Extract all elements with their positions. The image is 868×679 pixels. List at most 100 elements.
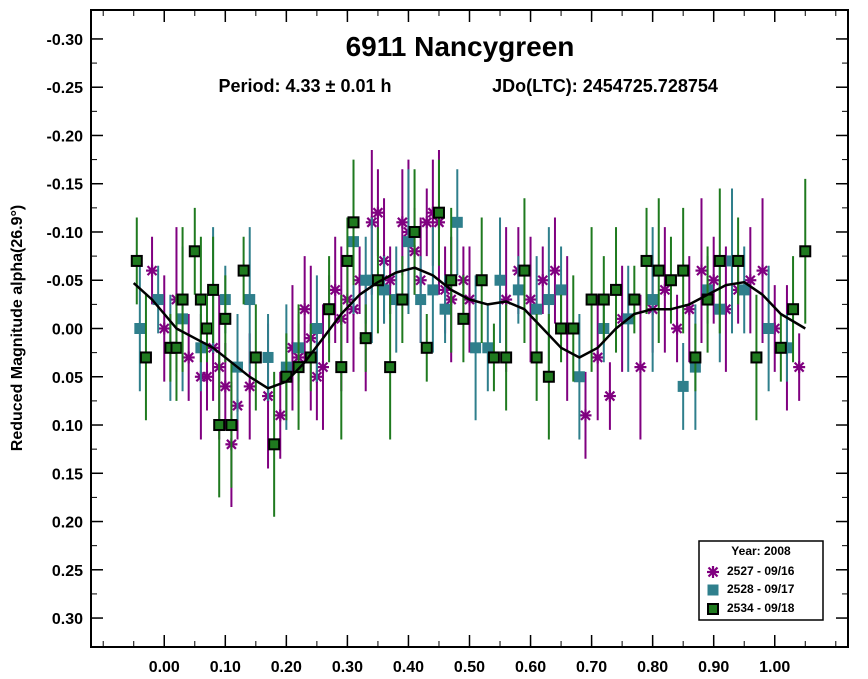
data-point-filled-square <box>732 217 745 305</box>
data-point-asterisk <box>146 236 159 305</box>
data-point-filled-square <box>677 207 690 334</box>
data-point-filled-square <box>200 294 213 363</box>
data-point-square <box>763 265 775 392</box>
data-point-asterisk <box>182 314 195 401</box>
data-point-filled-square <box>610 227 623 353</box>
y-tick-label: -0.05 <box>47 273 84 290</box>
data-point-square <box>262 314 274 401</box>
data-point-filled-square <box>664 236 677 324</box>
data-point-asterisk <box>579 371 592 459</box>
data-point-filled-square <box>384 294 397 440</box>
data-point-square <box>470 275 482 421</box>
data-point-square <box>378 256 390 324</box>
x-tick-label: 0.60 <box>515 659 546 676</box>
data-point-square <box>738 246 750 334</box>
data-point-filled-square <box>420 314 433 382</box>
legend-marker-filled-square-icon <box>707 603 719 615</box>
data-point-asterisk <box>548 217 561 324</box>
data-point-filled-square <box>207 236 220 343</box>
data-point-square <box>512 256 524 324</box>
data-point-asterisk <box>158 275 171 382</box>
data-point-filled-square <box>408 169 421 295</box>
data-point-filled-square <box>445 207 458 353</box>
data-point-filled-square <box>249 304 262 411</box>
data-point-filled-square <box>585 227 598 372</box>
chart-subtitle-epoch: JDo(LTC): 2454725.728754 <box>492 76 718 96</box>
data-point-asterisk <box>603 362 616 430</box>
legend-title: Year: 2008 <box>731 544 791 558</box>
data-point-filled-square <box>130 217 143 305</box>
legend: Year: 2008 2527 - 09/16 2528 - 09/17 253… <box>698 540 824 621</box>
data-point-square <box>311 275 323 382</box>
x-tick-label: 0.30 <box>332 659 363 676</box>
data-point-square <box>494 217 506 343</box>
legend-marker-asterisk-icon <box>707 566 719 578</box>
data-point-filled-square <box>787 256 800 363</box>
data-point-square <box>677 342 689 430</box>
data-point-filled-square <box>799 178 812 324</box>
data-point-filled-square <box>640 207 653 315</box>
data-point-asterisk <box>695 198 708 343</box>
data-point-filled-square <box>542 314 555 440</box>
y-tick-label: 0.20 <box>52 515 83 532</box>
x-tick-label: 0.50 <box>454 659 485 676</box>
data-point-asterisk <box>634 294 647 440</box>
data-point-square <box>134 265 146 392</box>
data-point-filled-square <box>323 256 336 363</box>
data-point-asterisk <box>707 236 720 324</box>
data-point-filled-square <box>689 323 702 392</box>
data-point-square <box>573 314 585 440</box>
data-point-square <box>647 227 659 372</box>
data-point-filled-square <box>597 256 610 343</box>
y-tick-label: 0.25 <box>52 563 83 580</box>
data-point-filled-square <box>341 217 354 305</box>
data-point-filled-square <box>567 275 580 382</box>
legend-item-2534: 2534 - 09/18 <box>707 601 795 615</box>
data-point-filled-square <box>225 362 238 488</box>
data-point-asterisk <box>420 188 433 257</box>
data-point-asterisk <box>316 304 329 430</box>
y-tick-label: 0.10 <box>52 418 83 435</box>
data-point-square <box>427 227 439 353</box>
y-tick-label: 0.30 <box>52 611 83 628</box>
chart-subtitle-period: Period: 4.33 ± 0.01 h <box>219 76 392 96</box>
data-point-asterisk <box>793 333 806 401</box>
data-point-filled-square <box>500 304 513 411</box>
plot-area: -0.30 -0.25 -0.20 -0.15 -0.10 -0.05 0.00 0.05 0.… <box>47 9 849 676</box>
legend-box <box>698 540 824 621</box>
data-point-filled-square <box>457 275 470 363</box>
data-point-asterisk <box>524 236 537 363</box>
fit-curve <box>132 266 806 390</box>
data-point-filled-square <box>219 275 232 363</box>
legend-label-2527: 2527 - 09/16 <box>727 564 795 578</box>
data-point-filled-square <box>139 294 152 421</box>
legend-item-2527: 2527 - 09/16 <box>707 564 795 578</box>
data-point-filled-square <box>237 236 250 305</box>
legend-label-2534: 2534 - 09/18 <box>727 601 795 615</box>
data-point-asterisk <box>298 256 311 363</box>
data-point-filled-square <box>628 265 641 334</box>
y-tick-label: -0.25 <box>47 80 84 97</box>
x-tick-label: 0.20 <box>271 659 302 676</box>
data-point-filled-square <box>268 371 281 517</box>
data-point-filled-square <box>432 159 445 266</box>
data-point-filled-square <box>213 352 226 498</box>
x-tick-label: 0.10 <box>210 659 241 676</box>
y-tick-label: -0.20 <box>47 128 84 145</box>
data-point-asterisk <box>671 294 684 363</box>
data-point-asterisk <box>683 256 696 363</box>
data-point-filled-square <box>487 323 500 392</box>
y-tick-label: 0.00 <box>52 322 83 339</box>
data-point-filled-square <box>304 323 317 392</box>
chart-title: 6911 Nancygreen <box>346 31 575 62</box>
data-point-filled-square <box>701 246 714 353</box>
data-point-square <box>402 169 414 315</box>
data-point-asterisk <box>756 198 769 343</box>
x-tick-label: 0.70 <box>576 659 607 676</box>
y-tick-label: 0.05 <box>52 370 83 387</box>
legend-item-2528: 2528 - 09/17 <box>707 582 795 596</box>
x-tick-label: 0.00 <box>149 659 180 676</box>
legend-marker-square-icon <box>707 584 719 596</box>
data-point-asterisk <box>591 294 604 421</box>
